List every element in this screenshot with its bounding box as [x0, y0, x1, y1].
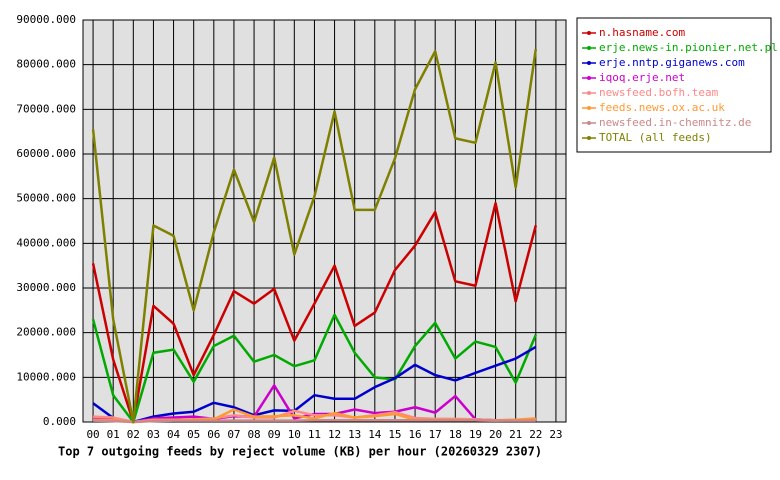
y-tick-label: 70000.000 [16, 102, 76, 115]
x-tick-label: 20 [489, 428, 502, 441]
x-tick-label: 12 [328, 428, 341, 441]
x-tick-label: 22 [529, 428, 542, 441]
series-line [92, 345, 537, 424]
x-tick-label: 10 [288, 428, 301, 441]
x-tick-label: 04 [167, 428, 181, 441]
x-tick-label: 03 [147, 428, 160, 441]
x-tick-label: 15 [388, 428, 401, 441]
x-tick-label: 17 [429, 428, 442, 441]
legend-label: feeds.news.ox.ac.uk [599, 101, 725, 114]
legend-label: n.hasname.com [599, 26, 685, 39]
x-tick-label: 00 [86, 428, 99, 441]
x-tick-label: 21 [509, 428, 522, 441]
series-line [92, 384, 536, 424]
y-tick-label: 20000.000 [16, 326, 76, 339]
plot-border [82, 19, 567, 423]
legend-marker [587, 106, 591, 110]
x-tick-label: 23 [549, 428, 562, 441]
legend-marker [587, 76, 591, 80]
legend-label: iqoq.erje.net [599, 71, 685, 84]
x-tick-label: 02 [127, 428, 140, 441]
series-line [91, 313, 537, 424]
x-tick-label: 11 [308, 428, 321, 441]
x-tick-label: 13 [348, 428, 361, 441]
legend-box [576, 17, 772, 153]
series-line [91, 201, 538, 424]
series-line [93, 418, 536, 424]
plot-area [83, 20, 566, 422]
legend-label: newsfeed.in-chemnitz.de [599, 116, 751, 129]
x-tick-label: 05 [187, 428, 200, 441]
chart-title: Top 7 outgoing feeds by reject volume (K… [58, 445, 542, 459]
y-tick-label: 60000.000 [16, 147, 76, 160]
legend-marker [587, 46, 591, 50]
legend-label: erje.news-in.pionier.net.pl [599, 41, 778, 54]
legend-marker [587, 31, 591, 35]
y-tick-label: 90000.000 [16, 13, 76, 26]
y-tick-label: 0.000 [43, 415, 76, 428]
y-tick-label: 50000.000 [16, 192, 76, 205]
legend-marker [587, 61, 591, 65]
y-tick-label: 30000.000 [16, 281, 76, 294]
series-line [91, 48, 538, 424]
legend-marker [587, 121, 591, 125]
x-tick-label: 07 [227, 428, 240, 441]
y-tick-label: 80000.000 [16, 58, 76, 71]
legend-label: TOTAL (all feeds) [599, 131, 712, 144]
y-tick-label: 10000.000 [16, 370, 76, 383]
x-tick-label: 14 [368, 428, 382, 441]
x-tick-label: 16 [408, 428, 421, 441]
legend-label: erje.nntp.giganews.com [599, 56, 745, 69]
x-tick-label: 06 [207, 428, 220, 441]
legend-marker [587, 136, 591, 140]
x-tick-label: 19 [469, 428, 482, 441]
x-tick-label: 08 [247, 428, 260, 441]
x-tick-label: 18 [449, 428, 462, 441]
legend-marker [587, 91, 591, 95]
x-tick-label: 09 [268, 428, 281, 441]
legend-label: newsfeed.bofh.team [599, 86, 719, 99]
x-tick-label: 01 [107, 428, 120, 441]
y-tick-label: 40000.000 [16, 236, 76, 249]
